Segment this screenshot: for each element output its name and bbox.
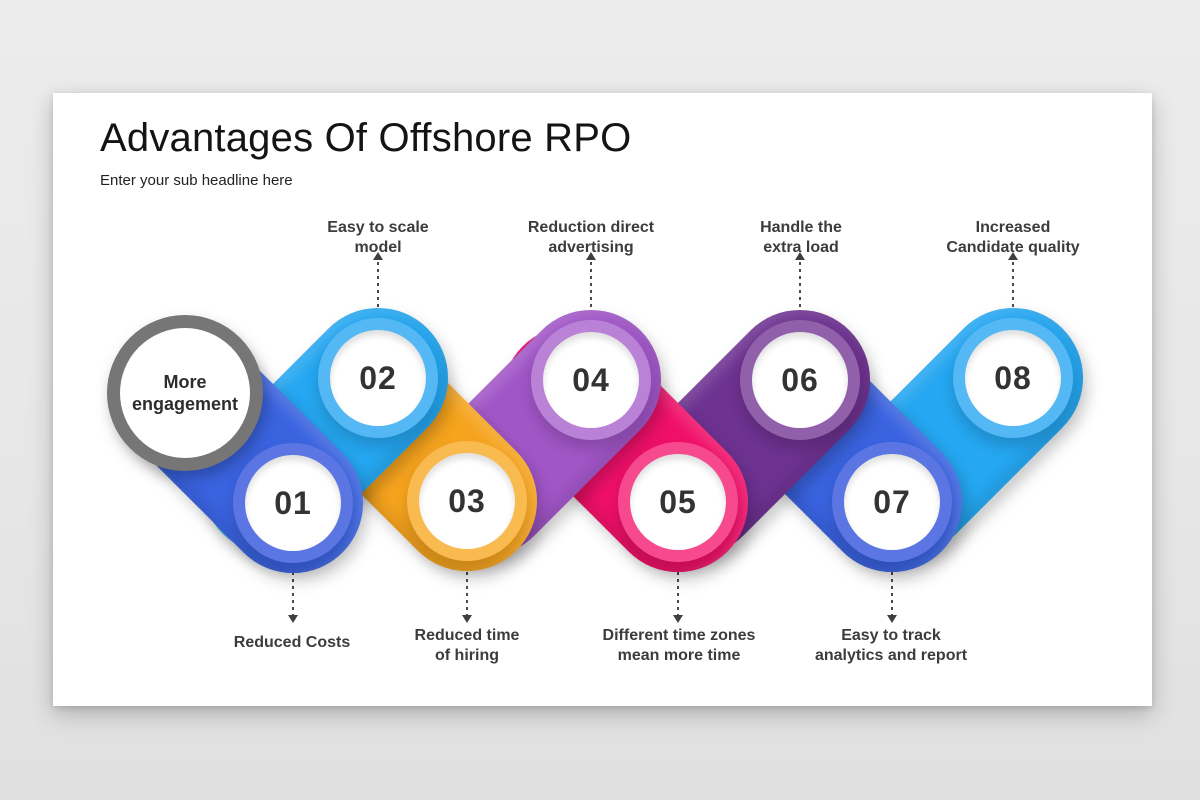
connector-line-02 [377,262,379,316]
arrow-down-icon [288,615,298,623]
arrow-up-icon [1008,252,1018,260]
step-label-08: Increased Candidate quality [946,219,1080,256]
step-label-07: Easy to track analytics and report [814,627,968,664]
arrow-up-icon [795,252,805,260]
arrow-down-icon [887,615,897,623]
connector-line-08 [1012,262,1014,316]
arrow-up-icon [373,252,383,260]
start-node: More engagement [107,315,263,471]
arrow-down-icon [673,615,683,623]
step-label-02: Easy to scale model [327,219,429,256]
step-label-03: Reduced time of hiring [414,627,520,664]
step-label-05: Different time zones mean more time [602,627,756,664]
arrow-up-icon [586,252,596,260]
connector-line-03 [466,572,468,616]
page-subtitle: Enter your sub headline here [100,172,293,189]
connector-line-06 [799,262,801,316]
step-label-01: Reduced Costs [233,634,351,651]
step-label-04: Reduction direct advertising [527,219,655,256]
connector-line-07 [891,572,893,616]
start-node-label: More engagement [131,372,239,414]
step-label-06: Handle the extra load [760,219,842,256]
connector-line-05 [677,572,679,616]
connector-line-01 [292,572,294,616]
connector-line-04 [590,262,592,316]
arrow-down-icon [462,615,472,623]
page-title: Advantages Of Offshore RPO [100,116,632,160]
